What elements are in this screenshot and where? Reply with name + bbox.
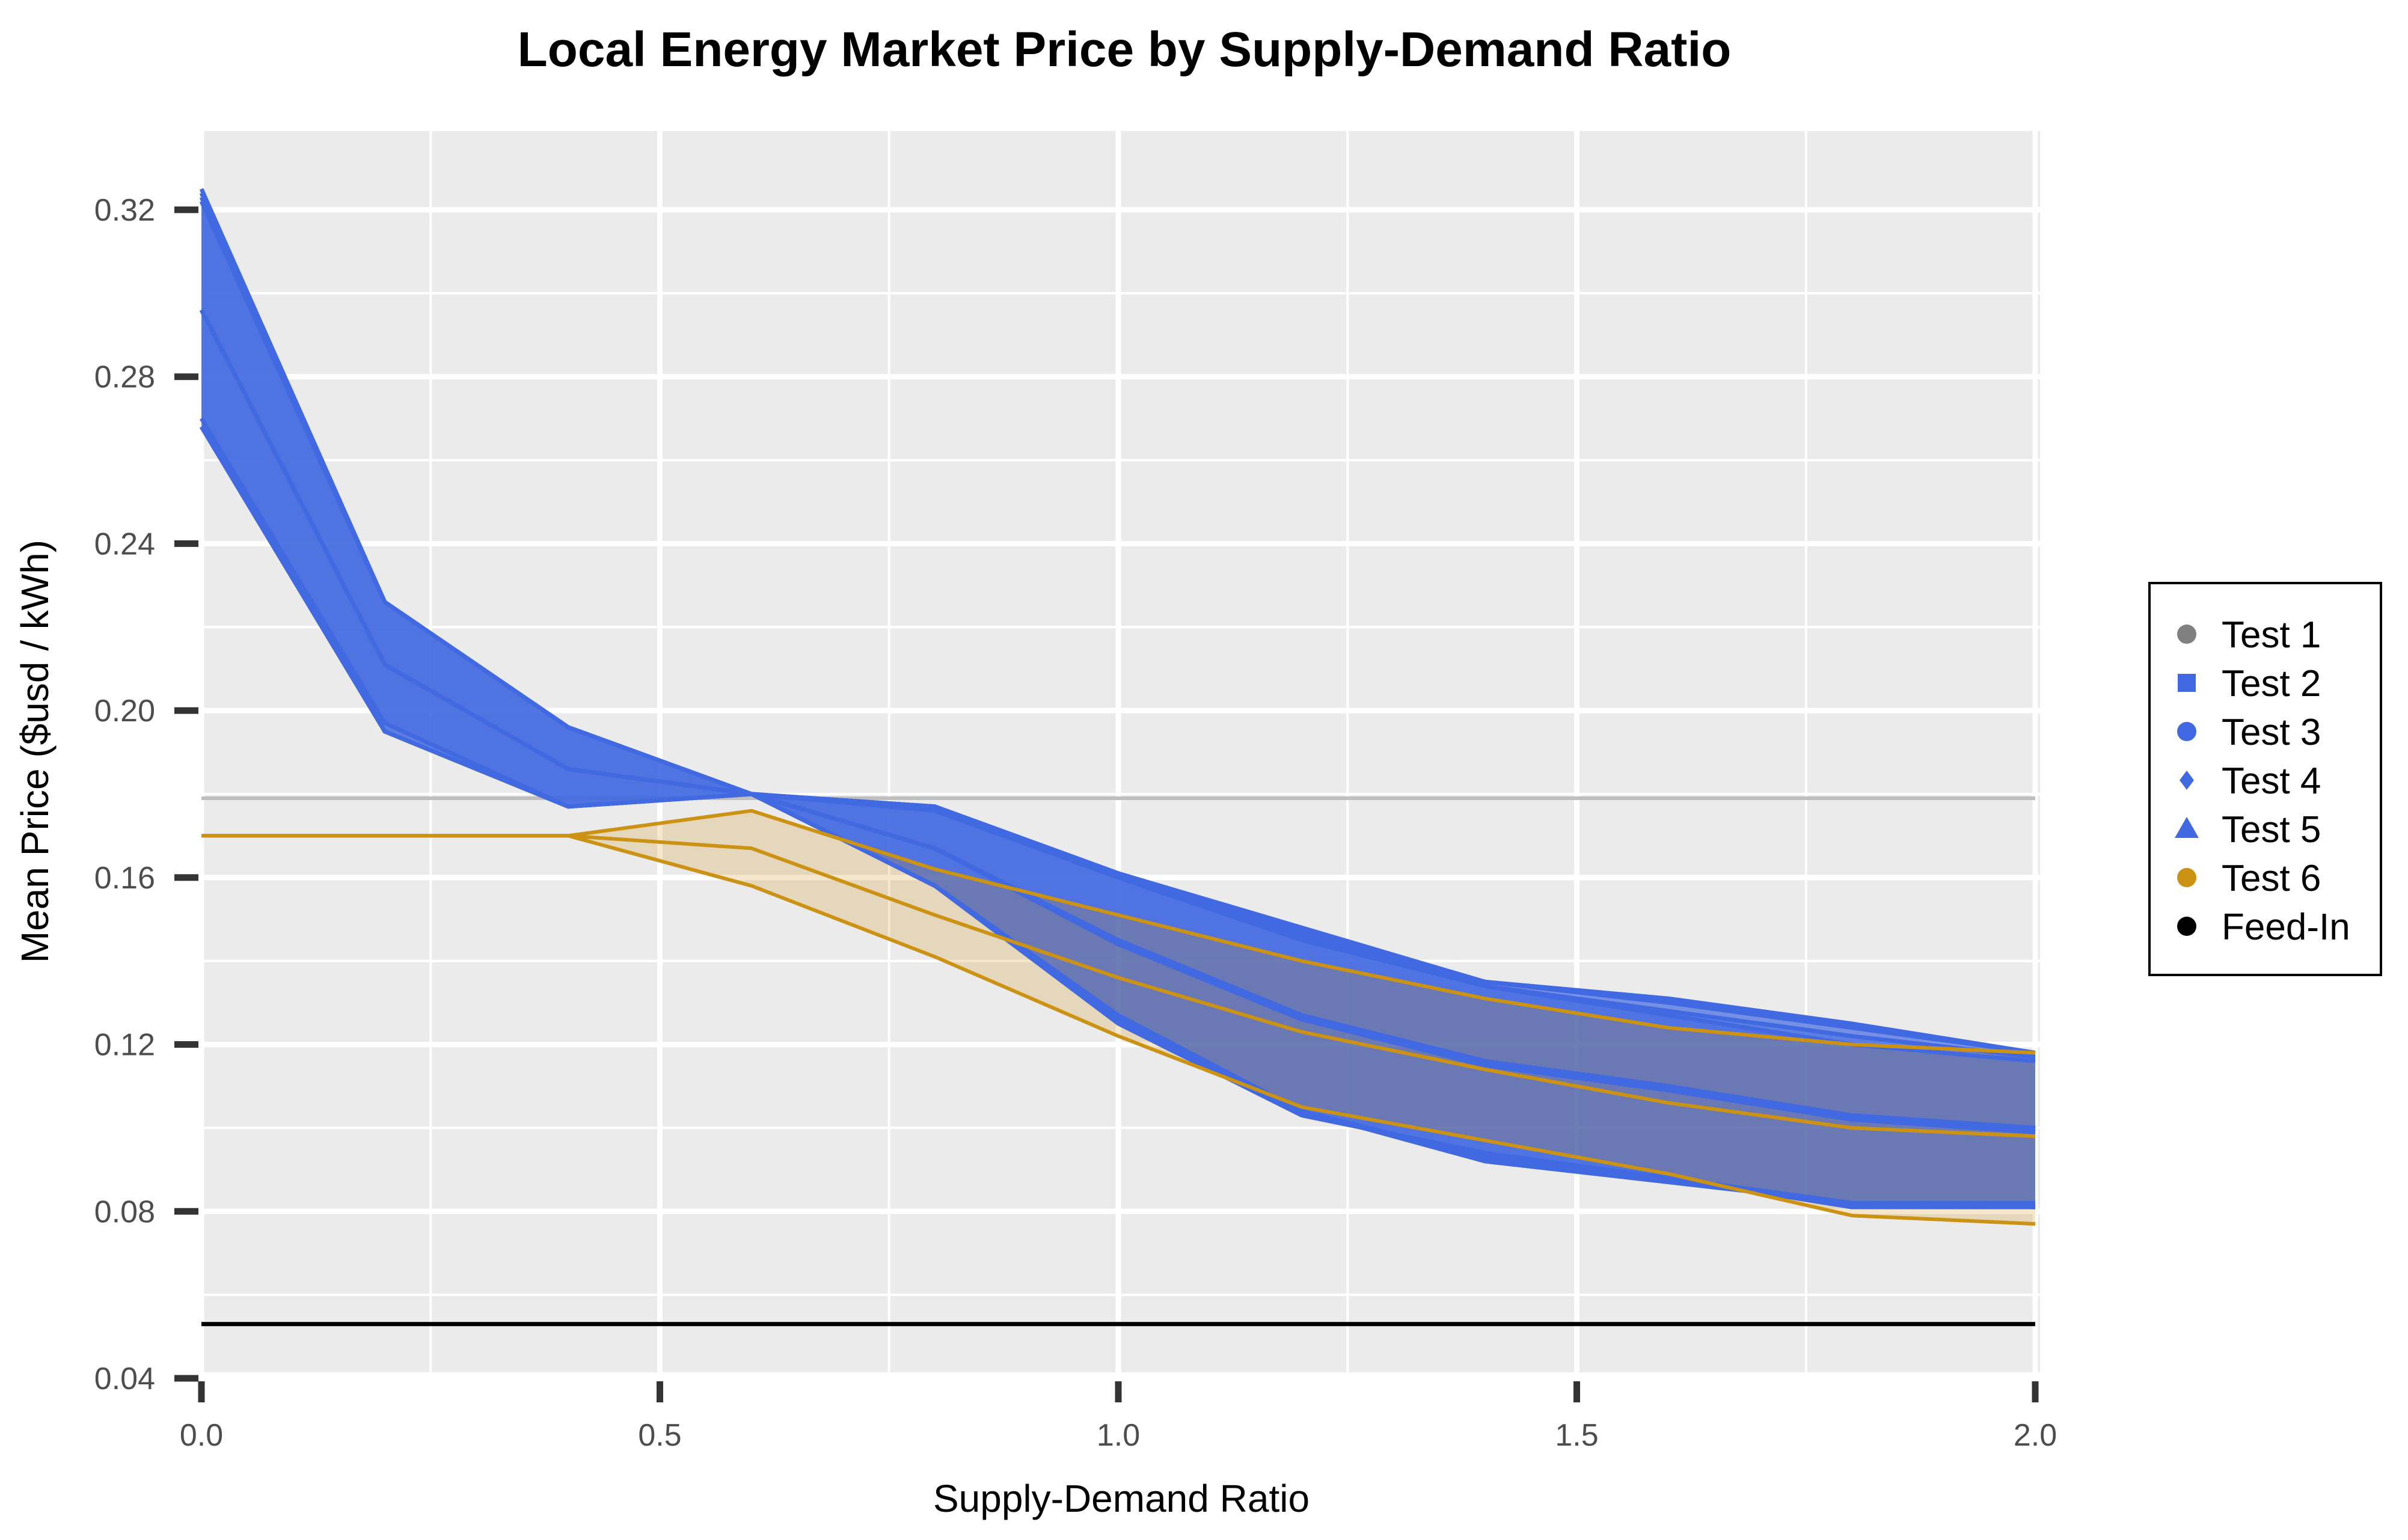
legend-key-test-2 (2178, 674, 2196, 692)
x-axis: 0.0 0.5 1.0 1.5 2.0 (180, 1381, 2057, 1453)
band-test-5 (201, 189, 2035, 1208)
y-tick-label: 0.04 (94, 1361, 155, 1396)
legend-label-test-1: Test 1 (2222, 614, 2321, 656)
x-tick-label: 1.5 (1555, 1418, 1598, 1453)
y-tick-label: 0.12 (94, 1028, 155, 1063)
legend-key-test-5 (2175, 817, 2199, 838)
grid-major (198, 131, 2040, 1381)
legend-key-test-4 (2180, 771, 2194, 790)
legend: Test 1 Test 2 Test 3 Test 4 Test 5 Test 6 Feed… (2148, 582, 2382, 976)
y-tick-label: 0.32 (94, 193, 155, 228)
legend-label-test-6: Test 6 (2222, 858, 2321, 899)
y-axis: 0.04 0.08 0.12 0.16 0.20 0.24 0.28 0.32 (94, 193, 198, 1396)
legend-key-test-1 (2177, 625, 2196, 644)
line-test-6-upper (201, 808, 2036, 1055)
plot-panel (203, 131, 2040, 1372)
legend-key-test-3 (2177, 722, 2196, 741)
series-lines (199, 188, 2036, 1226)
x-axis-title: Supply-Demand Ratio (933, 1477, 1310, 1520)
y-tick-label: 0.24 (94, 527, 155, 561)
band-test-4 (201, 197, 2035, 1208)
legend-label-feed-in: Feed-In (2222, 906, 2350, 948)
chart-title: Local Energy Market Price by Supply-Dema… (518, 22, 1732, 77)
line-test-5-mid (199, 308, 2036, 1130)
series-bands (201, 189, 2035, 1224)
legend-label-test-2: Test 2 (2222, 663, 2321, 704)
legend-label-test-4: Test 4 (2222, 760, 2321, 802)
legend-key-test-6 (2177, 868, 2196, 887)
y-tick-label: 0.08 (94, 1194, 155, 1229)
band-test-3 (201, 201, 2035, 1208)
y-axis-title: Mean Price ($usd / kWh) (13, 540, 57, 963)
y-tick-label: 0.20 (94, 694, 155, 729)
x-tick-label: 0.5 (638, 1418, 681, 1453)
reference-lines (201, 796, 2035, 1327)
band-test-2 (201, 193, 2035, 1203)
y-tick-label: 0.16 (94, 861, 155, 896)
grid-minor (203, 131, 2040, 1372)
y-tick-label: 0.28 (94, 360, 155, 395)
x-tick-label: 1.0 (1097, 1418, 1140, 1453)
legend-label-test-5: Test 5 (2222, 809, 2321, 851)
x-tick-label: 0.0 (180, 1418, 223, 1453)
line-test-5-upper (199, 188, 2036, 1055)
legend-label-test-3: Test 3 (2222, 712, 2321, 753)
x-tick-label: 2.0 (2014, 1418, 2057, 1453)
legend-key-feed-in (2177, 917, 2196, 936)
